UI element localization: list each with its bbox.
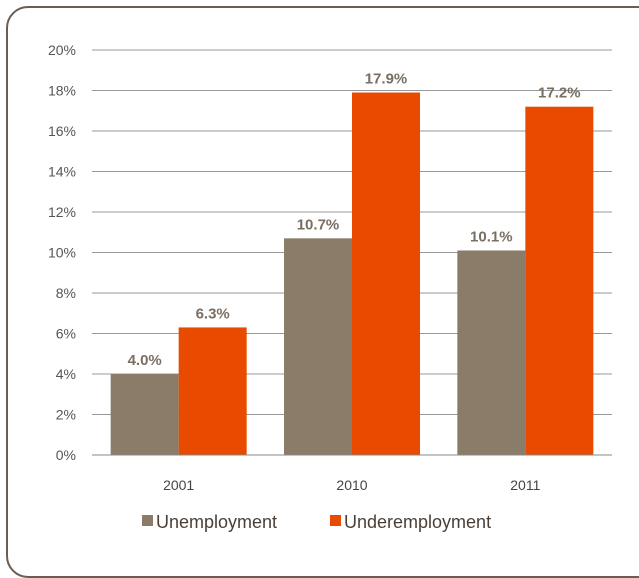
bar-unemployment-2010	[284, 238, 352, 455]
y-axis-ticks: 0% 2% 4% 6% 8% 10% 12% 14% 16% 18% 20%	[48, 42, 76, 463]
data-label: 10.1%	[470, 228, 513, 245]
bar-underemployment-2011	[525, 107, 593, 455]
bar-underemployment-2010	[352, 93, 420, 455]
data-label: 4.0%	[128, 352, 162, 369]
y-tick-label: 10%	[48, 245, 76, 261]
y-tick-label: 0%	[56, 447, 76, 463]
x-axis-categories: 2001 2010 2011	[163, 477, 541, 493]
legend-label-unemployment: Unemployment	[156, 512, 277, 532]
legend-label-underemployment: Underemployment	[344, 512, 491, 532]
bars	[111, 93, 594, 455]
y-tick-label: 18%	[48, 83, 76, 99]
data-label: 10.7%	[297, 216, 340, 233]
data-label: 17.9%	[365, 71, 408, 88]
x-tick-label: 2011	[510, 477, 540, 493]
y-tick-label: 14%	[48, 164, 76, 180]
y-tick-label: 6%	[56, 326, 76, 342]
legend: Unemployment Underemployment	[142, 512, 491, 532]
y-tick-label: 4%	[56, 366, 76, 382]
y-tick-label: 20%	[48, 42, 76, 58]
y-tick-label: 16%	[48, 123, 76, 139]
y-tick-label: 2%	[56, 407, 76, 423]
y-tick-label: 12%	[48, 204, 76, 220]
bar-underemployment-2001	[179, 327, 247, 455]
data-label: 17.2%	[538, 85, 581, 102]
data-label: 6.3%	[196, 305, 230, 322]
bar-unemployment-2001	[111, 374, 179, 455]
x-tick-label: 2010	[336, 477, 367, 493]
legend-swatch-unemployment	[142, 515, 153, 526]
y-tick-label: 8%	[56, 285, 76, 301]
bar-chart: 0% 2% 4% 6% 8% 10% 12% 14% 16% 18% 20% 4.0% 6.3% 10.…	[0, 0, 639, 565]
legend-swatch-underemployment	[330, 515, 341, 526]
x-tick-label: 2001	[163, 477, 194, 493]
bar-unemployment-2011	[457, 250, 525, 455]
